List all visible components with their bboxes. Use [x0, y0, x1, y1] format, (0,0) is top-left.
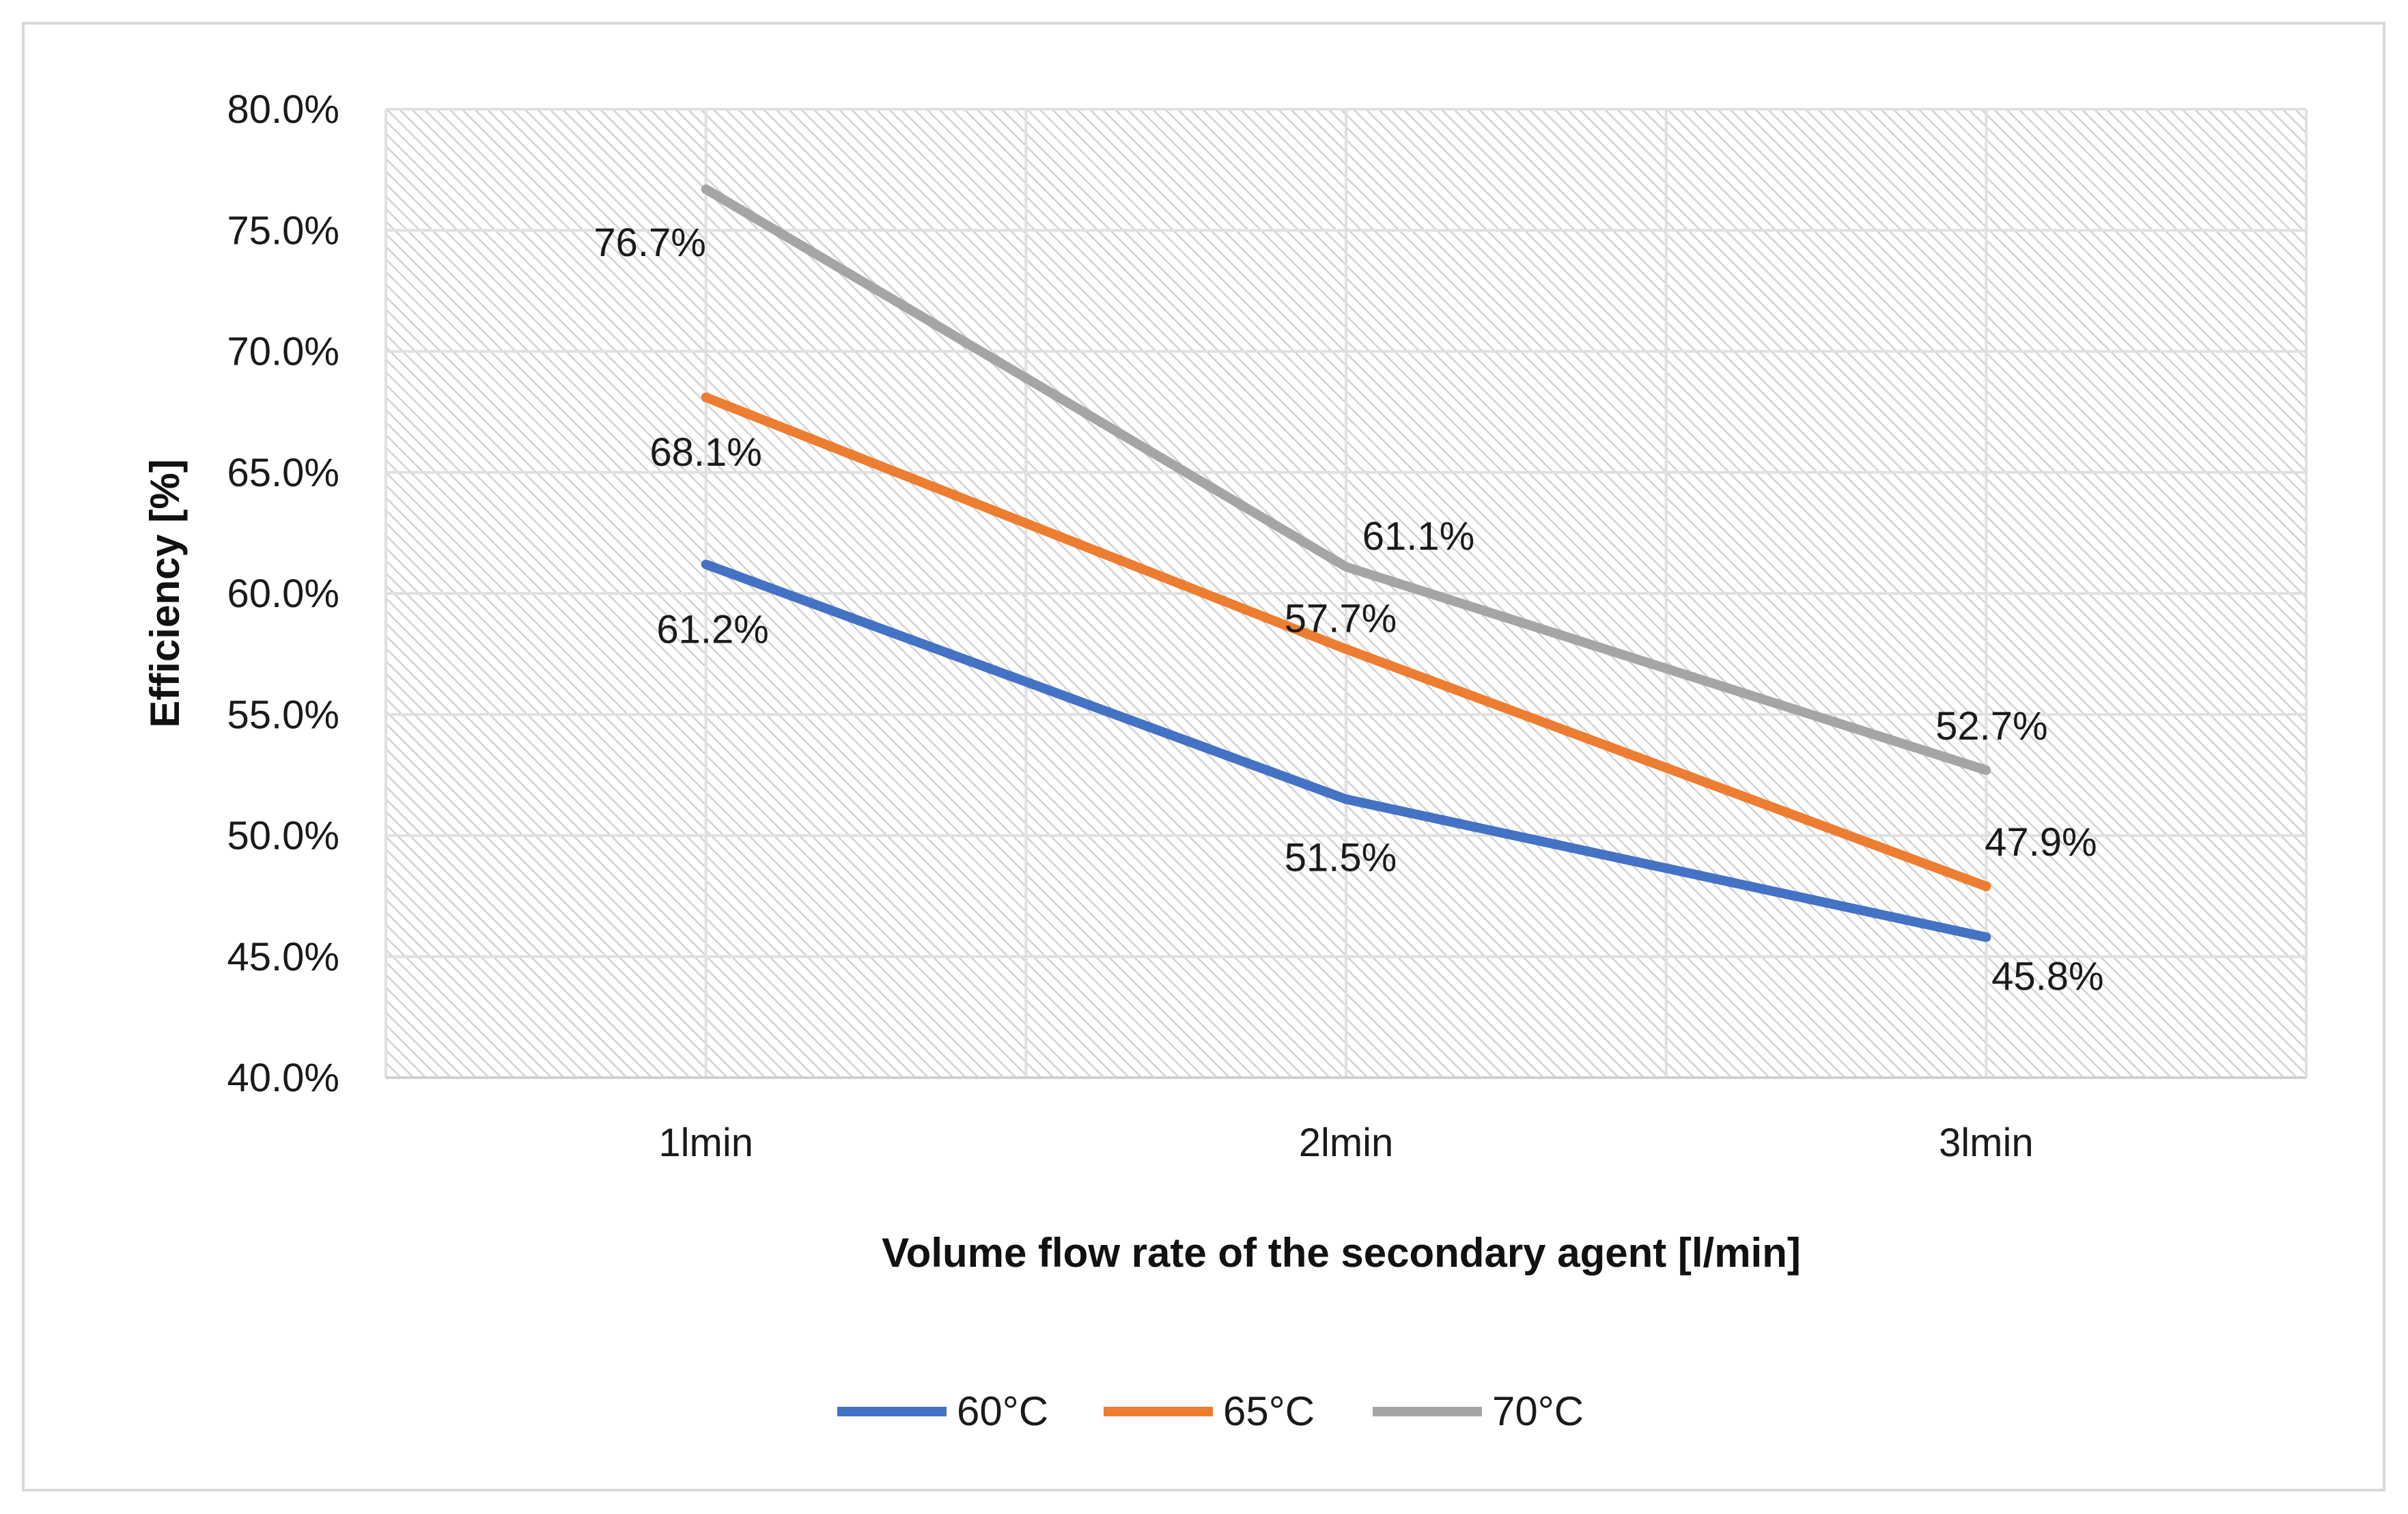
x-axis-ticks: 1lmin 2lmin 3lmin [658, 1121, 2033, 1165]
y-tick-label: 60.0% [227, 572, 339, 616]
data-label: 52.7% [1935, 704, 2047, 748]
legend-label: 60°C [957, 1388, 1048, 1434]
x-tick-label: 3lmin [1939, 1121, 2034, 1165]
data-label: 47.9% [1985, 820, 2097, 865]
data-label: 61.2% [656, 607, 768, 651]
y-tick-label: 65.0% [227, 451, 339, 495]
y-axis-title: Efficiency [%] [142, 459, 188, 727]
series-line-0 [701, 559, 1991, 942]
x-tick-label: 1lmin [658, 1121, 753, 1165]
x-axis-title: Volume flow rate of the secondary agent … [882, 1230, 1801, 1276]
legend-label: 70°C [1492, 1388, 1584, 1434]
legend: 60°C 65°C 70°C [837, 1388, 1584, 1434]
series-line-2 [701, 184, 1991, 775]
data-labels: 61.2% 51.5% 45.8% 68.1% 57.7% 47.9% 76.7% 61.1%… [593, 221, 2103, 998]
y-tick-label: 80.0% [227, 87, 339, 132]
y-tick-label: 75.0% [227, 208, 339, 253]
data-label: 51.5% [1285, 835, 1397, 880]
y-axis-ticks: 40.0% 45.0% 50.0% 55.0% 60.0% 65.0% 70.0% 75.0%… [227, 87, 339, 1100]
series-line-1 [701, 392, 1991, 891]
data-label: 57.7% [1285, 597, 1397, 641]
gridlines [384, 108, 2308, 1079]
series-lines [701, 184, 1991, 942]
legend-label: 65°C [1223, 1388, 1315, 1434]
y-tick-label: 45.0% [227, 935, 339, 979]
data-label: 68.1% [649, 430, 761, 475]
x-tick-label: 2lmin [1299, 1121, 1394, 1165]
y-tick-label: 40.0% [227, 1056, 339, 1100]
data-label: 45.8% [1991, 954, 2103, 998]
data-label: 76.7% [593, 221, 705, 265]
y-tick-label: 50.0% [227, 814, 339, 858]
data-label: 61.1% [1362, 514, 1474, 559]
y-tick-label: 70.0% [227, 330, 339, 374]
y-tick-label: 55.0% [227, 692, 339, 737]
